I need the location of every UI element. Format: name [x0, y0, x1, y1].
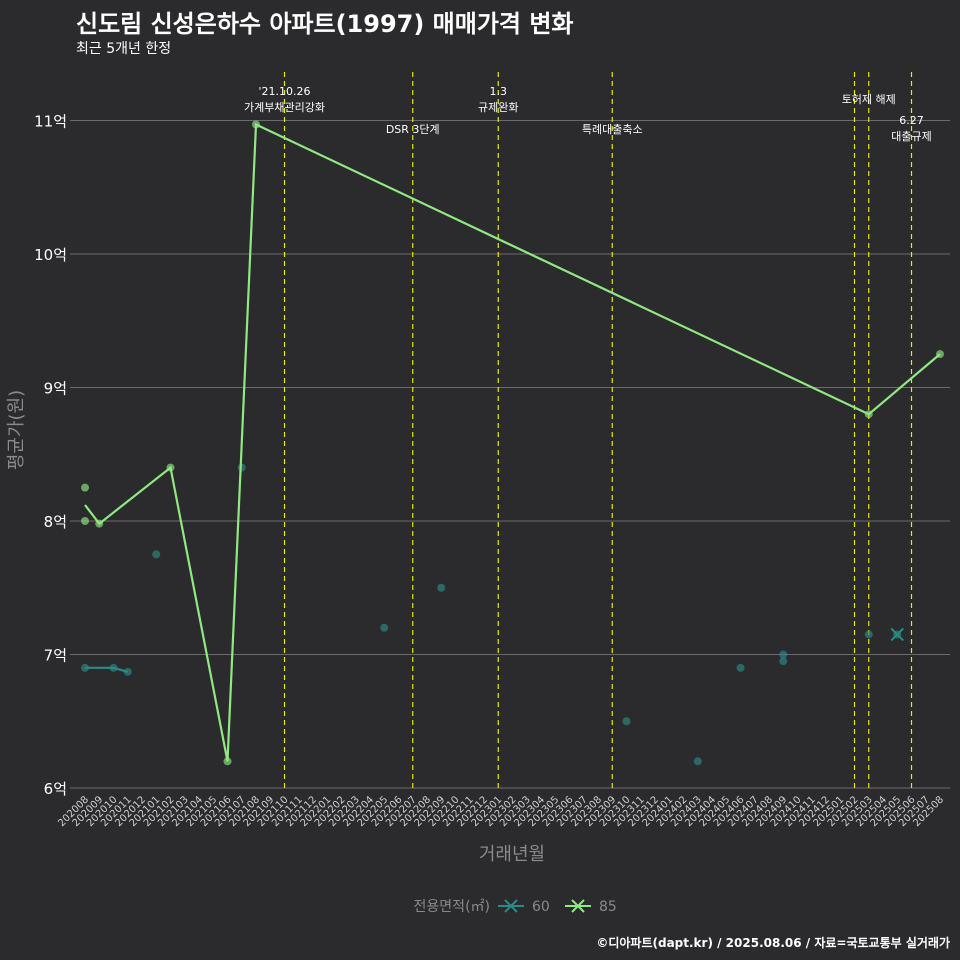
event-label: 6.27	[899, 114, 924, 127]
data-point-60	[693, 757, 702, 766]
y-tick-label: 9억	[44, 380, 67, 398]
event-label: 특례대출축소	[582, 123, 643, 136]
data-point-60	[864, 630, 873, 639]
data-point-85	[864, 410, 873, 419]
data-point-60	[622, 717, 631, 726]
data-point-60	[736, 663, 745, 672]
y-axis-title: 평균가(원)	[6, 390, 27, 470]
data-point-85	[936, 350, 944, 359]
data-point-60	[81, 663, 89, 672]
legend-title: 전용면적(㎡)	[414, 899, 490, 915]
data-point-85	[166, 463, 175, 472]
chart-subtitle: 최근 5개년 한정	[76, 41, 172, 57]
series-line-85	[84, 122, 941, 762]
y-tick-label: 10억	[34, 246, 67, 264]
event-label: 규제완화	[478, 101, 518, 114]
data-point-85	[95, 519, 104, 528]
legend-label: 60	[532, 899, 550, 915]
data-point-85	[81, 517, 89, 525]
data-marker-60	[890, 627, 904, 642]
legend-swatch-marker	[504, 899, 518, 913]
data-point-60	[779, 650, 788, 659]
y-tick-label: 6억	[44, 780, 67, 798]
chart-caption: ©디아파트(dapt.kr) / 2025.08.06 / 자료=국토교통부 실…	[596, 936, 950, 950]
y-tick-label: 8억	[44, 513, 67, 531]
chart-title: 신도림 신성은하수 아파트(1997) 매매가격 변화	[76, 10, 574, 38]
event-label: 가계부채관리강화	[244, 101, 325, 114]
data-point-60	[437, 583, 446, 592]
data-point-85	[223, 757, 232, 766]
data-point-60	[152, 550, 161, 559]
series-line-60	[85, 666, 129, 673]
data-point-60	[123, 667, 132, 676]
data-point-60	[779, 657, 788, 666]
event-label: DSR 3단계	[386, 123, 440, 136]
data-point-60	[380, 623, 389, 632]
legend-label: 85	[599, 899, 617, 915]
event-label: 토허제 해제	[842, 92, 896, 106]
y-tick-label: 7억	[44, 647, 67, 665]
x-axis-title: 거래년월	[479, 844, 545, 865]
event-label: '21.10.26	[258, 85, 310, 98]
event-label: 1.3	[490, 85, 508, 98]
data-point-85	[81, 483, 89, 492]
data-point-60	[109, 663, 118, 672]
event-label: 대출규제	[891, 130, 931, 143]
data-point-85	[252, 120, 260, 129]
y-tick-label: 11억	[34, 113, 67, 131]
legend-swatch-marker	[571, 899, 585, 913]
